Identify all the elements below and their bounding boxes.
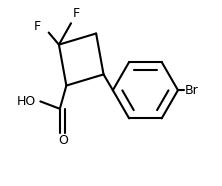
Text: O: O bbox=[59, 134, 69, 147]
Text: F: F bbox=[73, 7, 80, 20]
Text: F: F bbox=[34, 20, 41, 33]
Text: Br: Br bbox=[185, 84, 199, 97]
Text: HO: HO bbox=[17, 95, 36, 108]
